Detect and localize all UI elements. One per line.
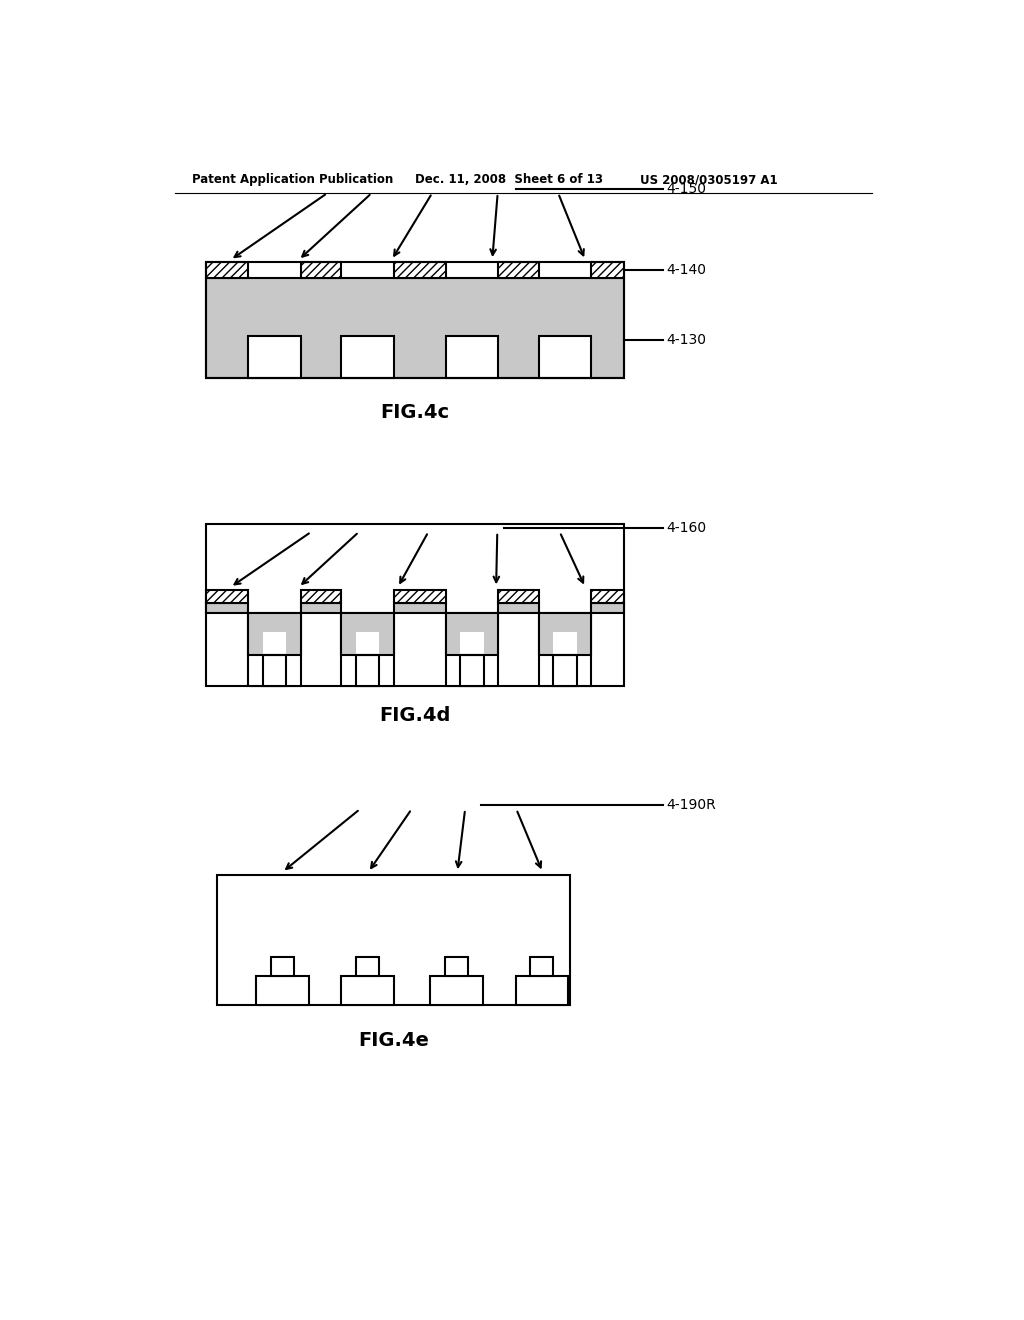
Text: 4-190R: 4-190R: [667, 799, 717, 812]
Bar: [394, 263, 445, 277]
Bar: [356, 957, 379, 977]
Bar: [301, 603, 341, 612]
Text: 4-140: 4-140: [667, 263, 707, 277]
Bar: [270, 957, 294, 977]
Bar: [206, 277, 624, 378]
Bar: [301, 590, 341, 603]
Bar: [499, 590, 539, 603]
Bar: [515, 977, 568, 1006]
Bar: [445, 612, 499, 655]
Bar: [341, 612, 394, 632]
Bar: [379, 632, 394, 655]
Text: FIG.4c: FIG.4c: [380, 403, 450, 422]
Bar: [539, 612, 592, 686]
Bar: [430, 977, 483, 1006]
Text: FIG.4d: FIG.4d: [379, 706, 451, 725]
Bar: [341, 612, 394, 686]
Bar: [341, 612, 394, 655]
Bar: [539, 632, 554, 655]
Text: Dec. 11, 2008  Sheet 6 of 13: Dec. 11, 2008 Sheet 6 of 13: [415, 173, 603, 186]
Bar: [592, 590, 624, 603]
Bar: [301, 263, 341, 277]
Bar: [217, 875, 569, 1006]
Bar: [530, 957, 554, 977]
Bar: [206, 603, 248, 612]
Bar: [248, 612, 301, 686]
Bar: [341, 335, 394, 378]
Bar: [539, 612, 592, 655]
Bar: [206, 590, 248, 603]
Bar: [206, 263, 624, 378]
Bar: [286, 632, 301, 655]
Bar: [341, 632, 356, 655]
Bar: [206, 263, 248, 277]
Bar: [248, 632, 263, 655]
Bar: [341, 977, 394, 1006]
Text: 4-160: 4-160: [667, 521, 707, 535]
Bar: [592, 263, 624, 277]
Bar: [445, 957, 468, 977]
Bar: [445, 335, 499, 378]
Bar: [445, 612, 499, 686]
Bar: [394, 603, 445, 612]
Bar: [445, 612, 499, 632]
Bar: [256, 977, 308, 1006]
Bar: [539, 612, 592, 632]
Bar: [461, 655, 483, 686]
Bar: [394, 590, 445, 603]
Bar: [248, 612, 301, 655]
Bar: [248, 335, 301, 378]
Bar: [248, 612, 301, 632]
Text: 4-130: 4-130: [667, 333, 707, 347]
Text: 4-150: 4-150: [667, 182, 707, 197]
Bar: [445, 632, 461, 655]
Bar: [483, 632, 499, 655]
Bar: [539, 335, 592, 378]
Bar: [499, 263, 539, 277]
Bar: [592, 603, 624, 612]
Text: FIG.4e: FIG.4e: [358, 1031, 429, 1049]
Text: US 2008/0305197 A1: US 2008/0305197 A1: [640, 173, 777, 186]
Bar: [356, 655, 379, 686]
Bar: [263, 655, 286, 686]
Bar: [206, 524, 624, 686]
Bar: [499, 603, 539, 612]
Bar: [554, 655, 577, 686]
Text: Patent Application Publication: Patent Application Publication: [191, 173, 393, 186]
Bar: [577, 632, 592, 655]
